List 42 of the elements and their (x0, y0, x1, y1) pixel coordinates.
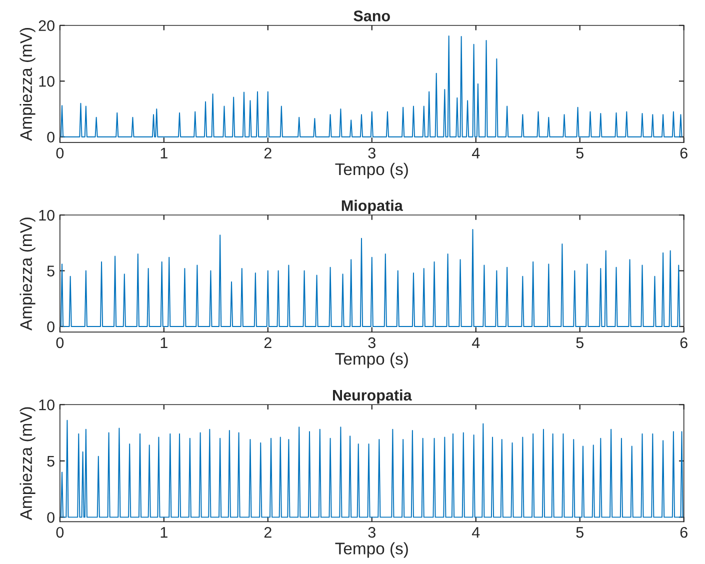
x-tick-label: 1 (160, 527, 168, 538)
y-axis-title: Ampiezza (mV) (20, 218, 36, 330)
y-tick-label: 10 (39, 76, 54, 87)
y-tick-label: 0 (47, 512, 54, 523)
x-tick-label: 5 (576, 148, 584, 159)
x-tick-label: 6 (680, 526, 688, 538)
x-tick-label: 4 (472, 148, 480, 158)
x-tick-label: 3 (368, 148, 376, 159)
x-tick-label: 3 (368, 526, 376, 538)
line-series (60, 420, 684, 518)
x-tick-label: 5 (576, 527, 584, 538)
x-tick-label: 2 (264, 337, 272, 348)
x-tick-label: 6 (680, 337, 688, 348)
line-series (60, 229, 680, 327)
x-tick-label: 3 (368, 337, 376, 348)
y-tick-label: 10 (39, 400, 54, 410)
chart-title: Miopatia (342, 200, 403, 214)
x-tick-label: 0 (56, 337, 64, 348)
chart-title: Sano (354, 10, 390, 22)
y-tick-label: 5 (47, 456, 54, 467)
y-tick-label: 5 (47, 266, 54, 276)
x-tick-label: 2 (264, 526, 272, 538)
y-tick-label: 20 (38, 20, 54, 32)
x-tick-label: 6 (680, 148, 688, 159)
x-axis-title: Tempo (s) (335, 542, 408, 558)
line-series (60, 35, 682, 138)
x-tick-label: 4 (472, 527, 480, 538)
x-tick-label: 0 (56, 148, 64, 159)
x-axis-title: Tempo (s) (335, 352, 408, 368)
x-tick-label: 0 (56, 526, 64, 538)
x-tick-label: 2 (264, 148, 272, 158)
y-axis-title: Ampiezza (mV) (20, 28, 36, 141)
y-axis-title: Ampiezza (mV) (20, 407, 36, 520)
x-tick-label: 5 (576, 337, 584, 348)
y-tick-label: 10 (39, 210, 54, 221)
x-axis-title: Tempo (s) (335, 162, 408, 178)
x-tick-label: 1 (160, 337, 168, 348)
y-tick-label: 0 (47, 132, 54, 143)
x-tick-label: 4 (472, 337, 480, 348)
y-tick-label: 0 (47, 321, 54, 332)
x-tick-label: 1 (160, 148, 168, 158)
chart-title: Neuropatia (333, 389, 412, 404)
